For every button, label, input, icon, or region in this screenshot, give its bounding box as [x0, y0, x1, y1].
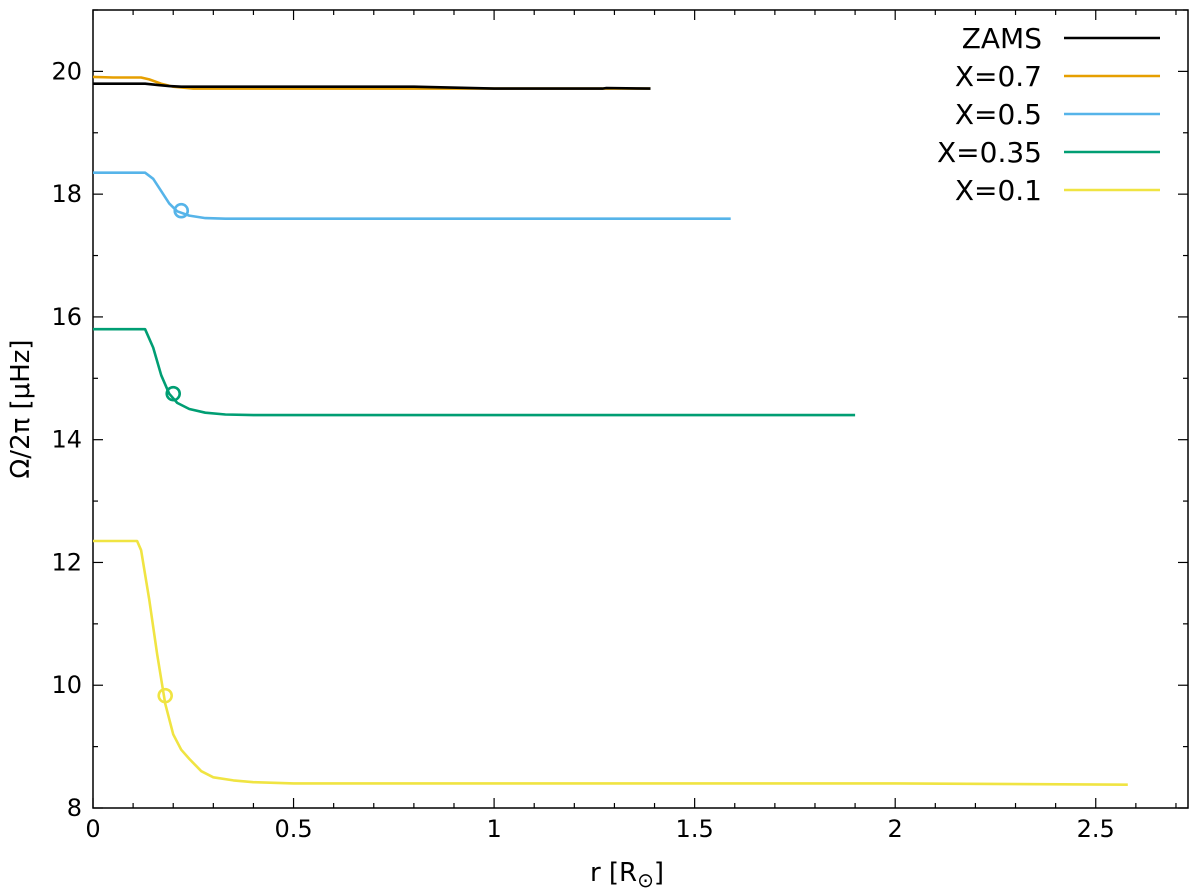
axis-labels: r [R⊙] Ω/2π [μHz]: [6, 339, 664, 892]
legend-label: X=0.35: [937, 136, 1042, 169]
plot-frame: [92, 9, 1189, 809]
x-tick-label: 2: [888, 815, 903, 843]
marker-x-0-35: [165, 385, 182, 402]
x-axis-label: r [R⊙]: [590, 858, 664, 889]
x-axis-label-sun-symbol: ⊙: [637, 868, 654, 889]
y-tick-label: 10: [51, 671, 82, 699]
plot-area: [92, 9, 1189, 809]
y-tick-label: 18: [51, 180, 82, 208]
legend-item-x-0-1: X=0.1: [955, 174, 1160, 207]
x-axis-label-main: r [R: [590, 858, 637, 888]
legend-label: X=0.7: [955, 60, 1042, 93]
y-tick-label: 20: [51, 57, 82, 85]
series-line-zams: [93, 82, 651, 90]
x-axis-ticks: 0 0.5 1 1.5 2 2.5: [85, 10, 1177, 843]
x-tick-label: 1: [486, 815, 501, 843]
y-tick-label: 12: [51, 548, 82, 576]
x-tick-label: 0.5: [274, 815, 312, 843]
y-axis-label: Ω/2π [μHz]: [6, 339, 36, 478]
y-tick-label: 16: [51, 303, 82, 331]
y-tick-label: 8: [67, 794, 82, 822]
legend: ZAMS X=0.7 X=0.5 X=0.35 X=0.1: [937, 22, 1160, 207]
series-line-x-0-5: [93, 171, 731, 220]
marker-x-0-1: [157, 687, 173, 704]
x-axis-label-close: ]: [654, 858, 664, 888]
legend-label: ZAMS: [962, 22, 1042, 55]
legend-label: X=0.1: [955, 174, 1042, 207]
y-tick-label: 14: [51, 426, 82, 454]
series-layer: [92, 75, 1128, 786]
series-line-x-0-35: [93, 327, 856, 417]
legend-item-x-0-5: X=0.5: [955, 98, 1160, 131]
marker-x-0-5: [173, 202, 190, 219]
y-axis-ticks: 8 10 12 14 16 18 20: [51, 9, 1188, 822]
marker-layer: [157, 202, 190, 704]
x-tick-label: 1.5: [676, 815, 714, 843]
x-tick-label: 0: [85, 815, 100, 843]
legend-item-zams: ZAMS: [962, 22, 1160, 55]
legend-item-x-0-7: X=0.7: [955, 60, 1160, 93]
legend-item-x-0-35: X=0.35: [937, 136, 1160, 169]
x-tick-label: 2.5: [1077, 815, 1115, 843]
legend-label: X=0.5: [955, 98, 1042, 131]
series-line-x-0-1: [93, 539, 1128, 786]
